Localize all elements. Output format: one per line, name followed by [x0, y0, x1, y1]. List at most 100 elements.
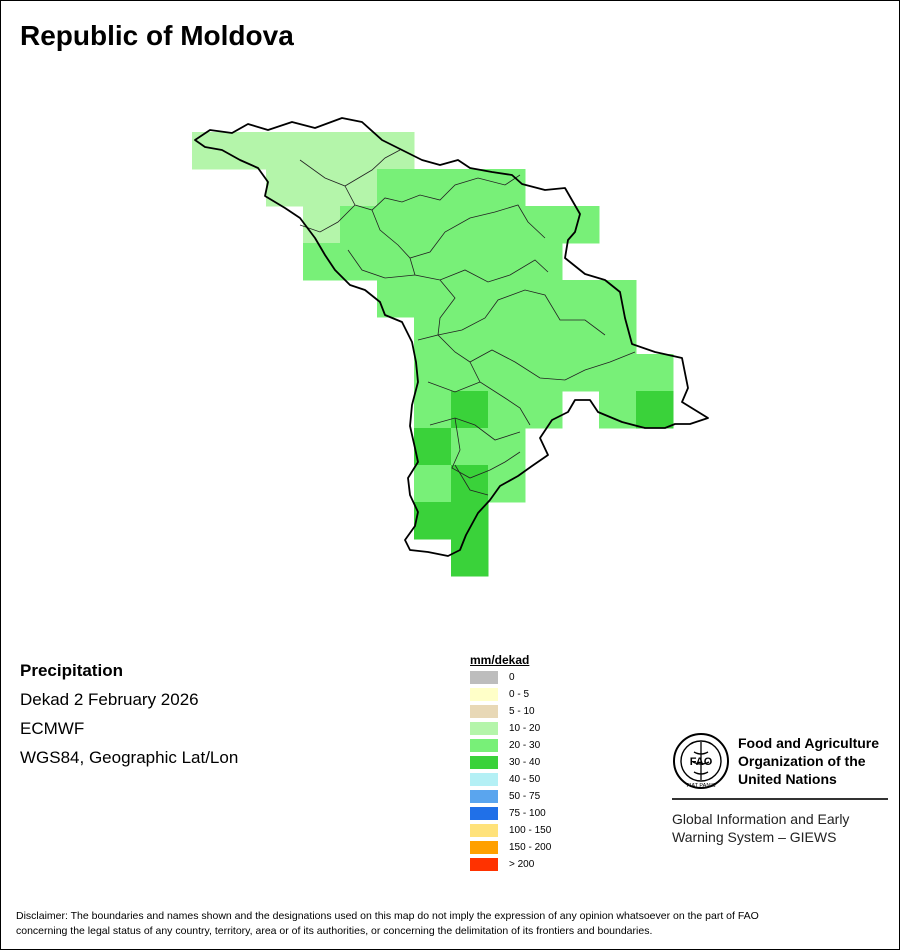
- projection-label: WGS84, Geographic Lat/Lon: [20, 748, 239, 767]
- legend-item: 75 - 100: [470, 805, 551, 822]
- disclaimer-line: Disclaimer: The boundaries and names sho…: [16, 910, 759, 922]
- map-title: Republic of Moldova: [20, 20, 294, 51]
- grid-cell: [451, 317, 489, 355]
- grid-cell: [414, 391, 452, 429]
- legend-item: 150 - 200: [470, 839, 551, 856]
- org-line: United Nations: [738, 771, 837, 787]
- legend-swatch: [470, 824, 498, 837]
- grid-cell: [303, 132, 341, 170]
- district-boundary: [451, 417, 521, 479]
- product-name: Precipitation: [20, 661, 123, 680]
- legend-item: 40 - 50: [470, 771, 551, 788]
- grid-cell: [451, 428, 489, 466]
- disclaimer: Disclaimer: The boundaries and names sho…: [16, 909, 886, 939]
- legend-label: 5 - 10: [509, 706, 535, 717]
- legend-swatch: [470, 756, 498, 769]
- district-boundary: [427, 381, 481, 393]
- legend-item: 5 - 10: [470, 703, 551, 720]
- grid-cell: [525, 391, 563, 429]
- grid-cell: [414, 280, 452, 318]
- grid-cell: [599, 317, 637, 355]
- grid-cell: [451, 169, 489, 207]
- fao-emblem-icon: FAO FIAT PANIS: [673, 733, 729, 789]
- giews-line: Global Information and Early: [672, 811, 850, 827]
- legend-item: 10 - 20: [470, 720, 551, 737]
- emblem-motto: FIAT PANIS: [686, 783, 715, 789]
- district-boundary: [344, 174, 521, 211]
- legend-item: 0: [470, 669, 551, 686]
- legend-swatch: [470, 807, 498, 820]
- district-boundary: [469, 361, 531, 426]
- grid-cell: [636, 391, 674, 429]
- grid-cell: [599, 280, 637, 318]
- grid-cell: [488, 465, 526, 503]
- legend-label: 0 - 5: [509, 689, 530, 700]
- grid-cell: [488, 354, 526, 392]
- district-boundary: [429, 417, 521, 441]
- district-boundary: [437, 279, 606, 336]
- grid-cell: [451, 539, 489, 577]
- grid-cell: [414, 428, 452, 466]
- map-info: Precipitation Dekad 2 February 2026 ECMW…: [20, 656, 238, 772]
- grid-cell: [488, 391, 526, 429]
- legend-swatch: [470, 688, 498, 701]
- legend-label: 10 - 20: [509, 723, 541, 734]
- grid-cell: [414, 243, 452, 281]
- fao-logo-block: FAO FIAT PANIS Food and Agriculture Orga…: [672, 732, 888, 846]
- legend-label: 100 - 150: [509, 825, 552, 836]
- district-boundary: [299, 204, 356, 233]
- legend-items: 0 0 - 5 5 - 10 10 - 20 20 - 30 30 - 40 40 - 50…: [470, 669, 551, 873]
- district-boundary: [299, 149, 401, 187]
- disclaimer-line: concerning the legal status of any count…: [16, 925, 653, 937]
- grid-cell: [451, 391, 489, 429]
- legend: mm/dekad 0 0 - 5 5 - 10 10 - 20 20 - 30 30 - …: [470, 653, 551, 873]
- country-outline: [194, 117, 709, 557]
- internal-boundaries: [299, 149, 636, 496]
- grid-cell: [562, 206, 600, 244]
- grid-cell: [377, 280, 415, 318]
- legend-item: 50 - 75: [470, 788, 551, 805]
- giews-line: Warning System – GIEWS: [672, 829, 837, 845]
- legend-item: 20 - 30: [470, 737, 551, 754]
- period-label: Dekad 2 February 2026: [20, 690, 199, 709]
- grid-cell: [414, 502, 452, 540]
- district-boundary: [454, 464, 489, 496]
- legend-label: 50 - 75: [509, 791, 541, 802]
- grid-cell: [414, 465, 452, 503]
- legend-label: 30 - 40: [509, 757, 541, 768]
- district-boundary: [347, 249, 416, 279]
- legend-item: 30 - 40: [470, 754, 551, 771]
- grid-cell: [451, 354, 489, 392]
- legend-label: > 200: [509, 859, 535, 870]
- grid-cell: [525, 243, 563, 281]
- grid-cell: [636, 354, 674, 392]
- org-line: Food and Agriculture: [738, 735, 880, 751]
- grid-cell: [303, 206, 341, 244]
- grid-cell: [303, 169, 341, 207]
- grid-cell: [525, 354, 563, 392]
- org-line: Organization of the: [738, 753, 866, 769]
- legend-label: 0: [509, 672, 515, 683]
- grid-cell: [340, 132, 378, 170]
- grid-cell: [414, 317, 452, 355]
- emblem-letters: FAO: [690, 756, 713, 768]
- legend-item: 0 - 5: [470, 686, 551, 703]
- grid-cell: [562, 317, 600, 355]
- district-boundary: [417, 334, 636, 381]
- legend-swatch: [470, 790, 498, 803]
- grid-cell: [488, 428, 526, 466]
- district-boundary: [409, 257, 549, 283]
- divider: [672, 798, 888, 800]
- grid-cell: [562, 280, 600, 318]
- grid-cell: [488, 280, 526, 318]
- grid-cell: [525, 317, 563, 355]
- grid-cell: [451, 206, 489, 244]
- legend-swatch: [470, 773, 498, 786]
- legend-swatch: [470, 722, 498, 735]
- grid-cell: [414, 169, 452, 207]
- precipitation-map: [192, 117, 709, 577]
- grid-cell: [488, 317, 526, 355]
- grid-cell: [488, 243, 526, 281]
- grid-cell: [562, 354, 600, 392]
- grid-cell: [414, 206, 452, 244]
